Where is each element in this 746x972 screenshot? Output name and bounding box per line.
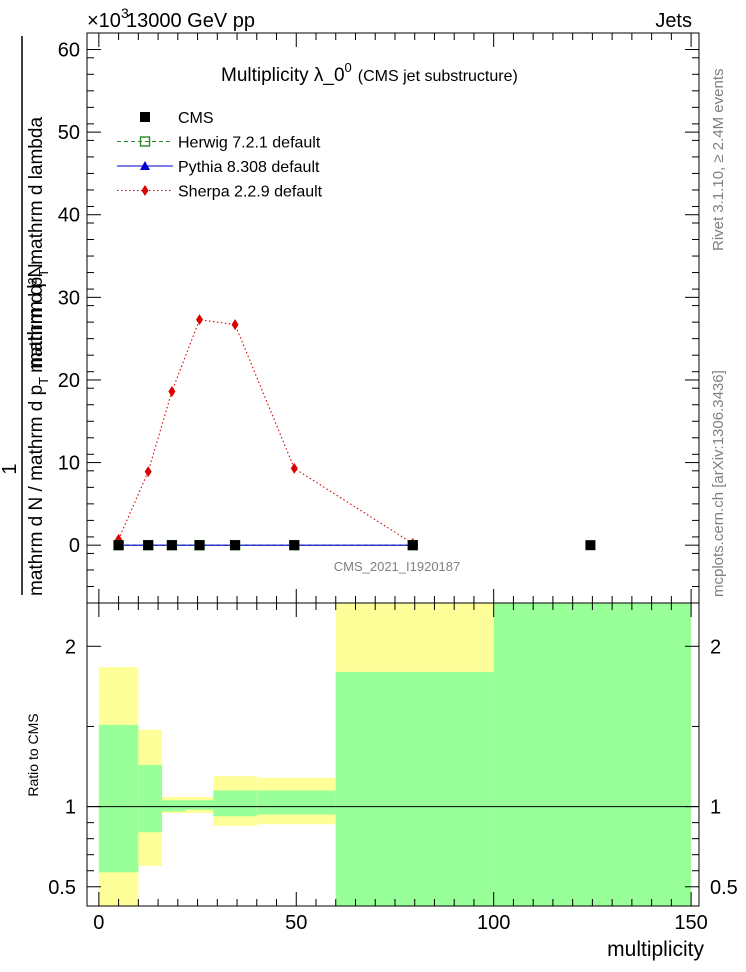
main-y-tick-label: 40 [58, 205, 80, 227]
legend-label-0: CMS [178, 110, 214, 127]
process-label: Jets [655, 10, 692, 32]
x-tick-label: 150 [674, 912, 707, 934]
legend-marker-3 [141, 185, 149, 196]
legend-label-2: Pythia 8.308 default [178, 159, 320, 176]
ratio-band-green-4 [213, 790, 257, 817]
series-0-point [194, 540, 205, 551]
series-3-point [168, 386, 176, 398]
series-3-point [231, 319, 239, 331]
x-axis-label: multiplicity [607, 938, 704, 961]
legend-label-3: Sherpa 2.2.9 default [178, 184, 323, 201]
ratio-y-tick-label: 2 [65, 636, 76, 658]
chart-title: Multiplicity λ_00(CMS jet substructure) [221, 60, 518, 86]
ratio-bands [98, 603, 692, 906]
x-tick-label: 50 [285, 912, 307, 934]
main-y-label: 1 mathrm d²N mathrm d N / mathrm d pTmat… [0, 36, 51, 596]
legend-marker-2 [140, 161, 150, 170]
series-3-point [144, 466, 152, 478]
legend-marker-0 [140, 112, 150, 122]
ratio-y-tick-label: 1 [65, 797, 76, 819]
x-tick-label: 0 [93, 912, 104, 934]
ratio-y-tick-label-right: 0.5 [710, 877, 738, 899]
main-y-tick-label: 60 [58, 40, 80, 62]
y-label-denominator: mathrm d N / mathrm d pTmathrm d pTmathr… [26, 117, 51, 596]
series-0-point [585, 540, 596, 551]
main-panel: 0 10 20 30 40 50 60 [58, 32, 700, 604]
series-0-point [230, 540, 241, 551]
beam-label: 13000 GeV pp [126, 10, 255, 32]
ratio-panel: 0.5 0.5 1 1 2 2 0 50 100 150 [48, 602, 738, 934]
ratio-band-green-5 [256, 790, 336, 815]
x-tick-label: 100 [477, 912, 510, 934]
ratio-band-green-0 [98, 724, 139, 873]
exponent-label: ×103 [87, 5, 129, 32]
legend-label-1: Herwig 7.2.1 default [178, 135, 321, 152]
analysis-watermark: CMS_2021_I1920187 [334, 559, 461, 574]
ratio-band-green-7 [493, 603, 692, 906]
ratio-band-green-3 [185, 800, 214, 810]
main-y-tick-label: 0 [69, 535, 80, 557]
legend-marker-1 [139, 136, 151, 147]
main-series-layer [113, 314, 596, 551]
ratio-band-green-6 [335, 671, 494, 906]
ratio-band-green-1 [138, 764, 163, 833]
main-y-tick-label: 10 [58, 453, 80, 475]
ratio-y-tick-label-right: 1 [710, 797, 721, 819]
series-3-point [196, 314, 204, 326]
series-3-point [290, 462, 298, 474]
ratio-y-tick-label-right: 2 [710, 636, 721, 658]
mcplots-label: mcplots.cern.ch [arXiv:1306.3436] [710, 370, 727, 597]
ratio-band-green-2 [162, 800, 186, 812]
series-0-point [407, 540, 418, 551]
main-y-tick-label: 20 [58, 370, 80, 392]
series-0-point [113, 540, 124, 551]
y-label-main-numerator: mathrm d²N [25, 263, 47, 369]
rivet-label: Rivet 3.1.10, ≥ 2.4M events [710, 69, 727, 252]
ratio-y-label: Ratio to CMS [25, 713, 41, 796]
series-line-3 [118, 319, 414, 544]
series-0-point [289, 540, 300, 551]
series-0-point [143, 540, 154, 551]
ratio-frame [86, 602, 700, 907]
legend: CMS Herwig 7.2.1 default Pythia 8.308 defa… [117, 110, 323, 201]
main-y-tick-label: 50 [58, 122, 80, 144]
series-0-point [166, 540, 177, 551]
y-label-prefactor-numerator: 1 [0, 463, 21, 474]
ratio-y-tick-label: 0.5 [48, 877, 76, 899]
main-y-tick-label: 30 [58, 287, 80, 309]
